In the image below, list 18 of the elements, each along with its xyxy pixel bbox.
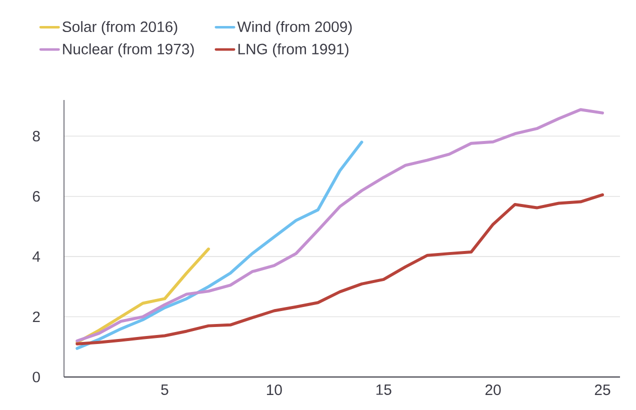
x-tick-label: 15: [376, 384, 392, 395]
legend-label: Wind (from 2009): [237, 21, 352, 36]
x-tick-label: 25: [594, 384, 610, 396]
legend-label: Solar (from 2016): [62, 21, 178, 36]
y-tick-label: 6: [32, 191, 40, 202]
y-tick-label: 0: [32, 372, 40, 382]
y-tick-label: 4: [32, 251, 40, 262]
line-series: [76, 193, 604, 346]
x-tick-label: 10: [266, 384, 282, 396]
legend-label: LNG (from 1991): [238, 43, 348, 58]
x-tick-label: 5: [161, 384, 168, 395]
y-tick-label: 8: [32, 130, 40, 142]
line-series: [76, 140, 364, 350]
line-series: [76, 108, 604, 342]
legend-label: Nuclear (from 1973): [63, 43, 194, 58]
y-tick-label: 2: [32, 312, 40, 322]
line-series: [76, 248, 210, 344]
x-tick-label: 20: [485, 384, 501, 396]
